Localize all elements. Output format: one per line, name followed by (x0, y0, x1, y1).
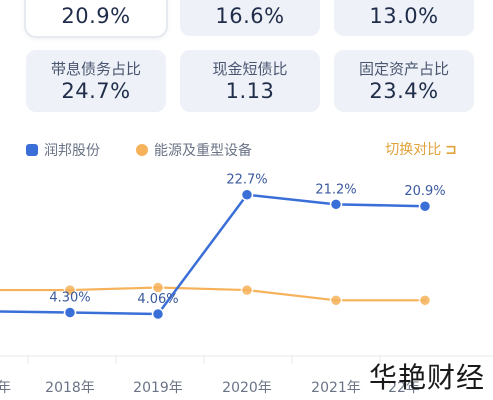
data-point-company (63, 306, 77, 319)
metric-label: 现金短债比 (212, 60, 288, 78)
x-tick-label: 2020年 (222, 380, 272, 396)
data-point-industry (418, 294, 432, 307)
legend-item-company[interactable]: 润邦股份 (26, 140, 100, 160)
metric-card-top-1[interactable]: 20.9% (26, 0, 166, 36)
metric-label: 带息债务占比 (50, 60, 141, 78)
data-point-industry (240, 283, 254, 297)
metric-card-fixed-assets[interactable]: 固定资产占比 23.4% (334, 50, 474, 112)
series-line-company (0, 193, 427, 316)
legend-item-industry[interactable]: 能源及重型设备 (136, 140, 252, 160)
legend-swatch-icon (136, 144, 148, 156)
data-label: 22.7% (226, 173, 267, 188)
series-line-industry (0, 286, 427, 302)
metric-value: 13.0% (369, 4, 439, 28)
data-label: 4.06% (137, 292, 178, 307)
switch-compare-button[interactable]: 切换对比 ⊐ (385, 139, 457, 159)
x-tick-label: 2021年 (311, 380, 361, 396)
metric-card-interest-debt[interactable]: 带息债务占比 24.7% (26, 50, 166, 112)
data-point-company (418, 199, 432, 213)
watermark-text: 华艳财经 (368, 361, 485, 394)
x-tick-label: 2018年 (45, 380, 95, 396)
data-label: 4.30% (49, 290, 90, 305)
metric-value: 24.7% (61, 79, 131, 103)
legend-label: 润邦股份 (44, 143, 100, 159)
data-label: 21.2% (315, 182, 356, 197)
metric-label: 固定资产占比 (358, 60, 449, 78)
line-chart: 4.30% 4.06% 22.7% 21.2% 20.9% 年 2018年 2019年 2020… (0, 173, 493, 396)
metric-card-cash-short-debt[interactable]: 现金短债比 1.13 (180, 50, 320, 112)
data-point-industry (151, 281, 165, 294)
legend-swatch-icon (26, 144, 38, 156)
metric-card-top-3[interactable]: 13.0% (334, 0, 474, 36)
data-point-company (151, 307, 165, 321)
data-point-company (240, 188, 254, 201)
legend-label: 能源及重型设备 (154, 143, 252, 159)
metric-value: 23.4% (369, 79, 439, 103)
x-tick-label: 22年 (388, 380, 420, 396)
data-point-industry (329, 294, 343, 307)
data-label: 20.9% (404, 184, 445, 199)
x-tick-label: 2019年 (133, 380, 183, 396)
data-point-industry (63, 283, 77, 297)
metric-card-top-2[interactable]: 16.6% (180, 0, 320, 36)
metric-value: 20.9% (61, 4, 131, 28)
metric-value: 16.6% (215, 4, 285, 28)
toggle-icon: ⊐ (445, 142, 457, 158)
switch-compare-label: 切换对比 (385, 142, 442, 158)
x-tick-label: 年 (0, 380, 11, 396)
data-point-company (329, 198, 343, 211)
metric-value: 1.13 (225, 79, 275, 103)
